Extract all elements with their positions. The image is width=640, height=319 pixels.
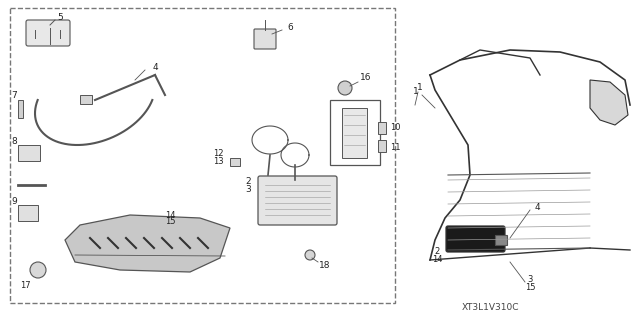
Text: 9: 9	[11, 197, 17, 206]
Text: 2: 2	[435, 248, 440, 256]
Text: 16: 16	[360, 73, 372, 83]
Bar	[230, 158, 240, 166]
FancyBboxPatch shape	[254, 29, 276, 49]
Text: 13: 13	[212, 158, 223, 167]
Circle shape	[30, 262, 46, 278]
Text: 14: 14	[432, 256, 442, 264]
Bar	[330, 100, 380, 165]
Text: 8: 8	[11, 137, 17, 146]
Text: 12: 12	[212, 150, 223, 159]
Text: 11: 11	[390, 144, 400, 152]
Text: 15: 15	[525, 284, 535, 293]
Bar	[10, 8, 395, 303]
Text: 1: 1	[413, 87, 419, 97]
Bar	[18, 205, 38, 221]
Text: 15: 15	[164, 218, 175, 226]
FancyBboxPatch shape	[26, 20, 70, 46]
Bar	[378, 140, 386, 152]
Text: 1: 1	[417, 84, 423, 93]
Circle shape	[305, 250, 315, 260]
Text: 14: 14	[164, 211, 175, 219]
Text: 10: 10	[390, 123, 400, 132]
Text: 2: 2	[245, 177, 251, 187]
FancyBboxPatch shape	[446, 226, 505, 252]
Text: 6: 6	[287, 24, 293, 33]
Polygon shape	[590, 80, 628, 125]
Text: 7: 7	[11, 92, 17, 100]
Circle shape	[338, 81, 352, 95]
FancyBboxPatch shape	[258, 176, 337, 225]
Text: 17: 17	[20, 280, 30, 290]
Bar	[80, 95, 92, 104]
Polygon shape	[65, 215, 230, 272]
Text: 18: 18	[319, 261, 331, 270]
Bar	[18, 100, 23, 118]
Text: XT3L1V310C: XT3L1V310C	[461, 303, 519, 313]
Text: 4: 4	[534, 203, 540, 211]
Text: 5: 5	[57, 13, 63, 23]
Bar	[495, 235, 507, 245]
Text: 3: 3	[245, 186, 251, 195]
Text: 4: 4	[152, 63, 158, 72]
Bar	[18, 145, 40, 161]
Bar	[342, 108, 367, 158]
Text: 3: 3	[527, 276, 532, 285]
Bar	[378, 122, 386, 134]
